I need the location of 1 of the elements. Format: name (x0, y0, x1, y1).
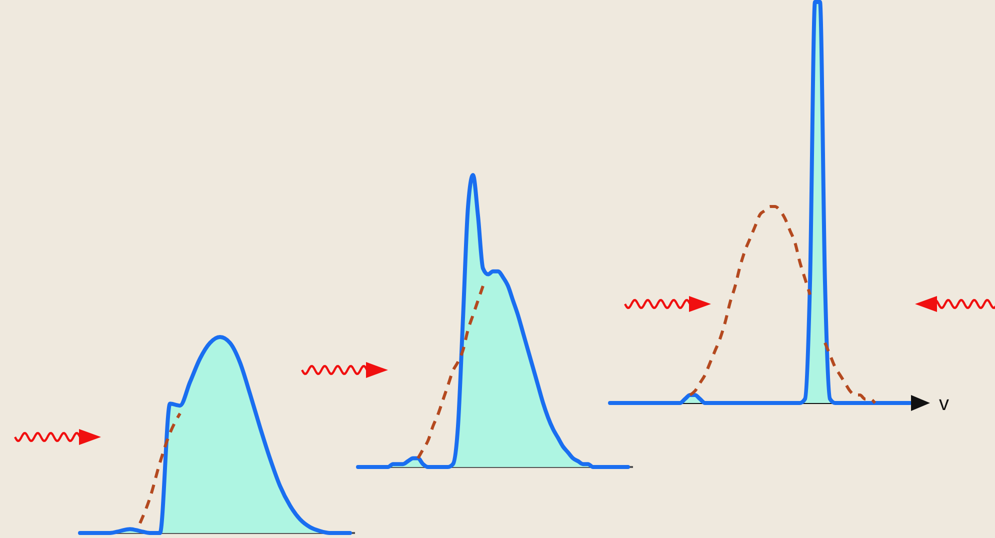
x-axis-title: v (939, 393, 949, 415)
